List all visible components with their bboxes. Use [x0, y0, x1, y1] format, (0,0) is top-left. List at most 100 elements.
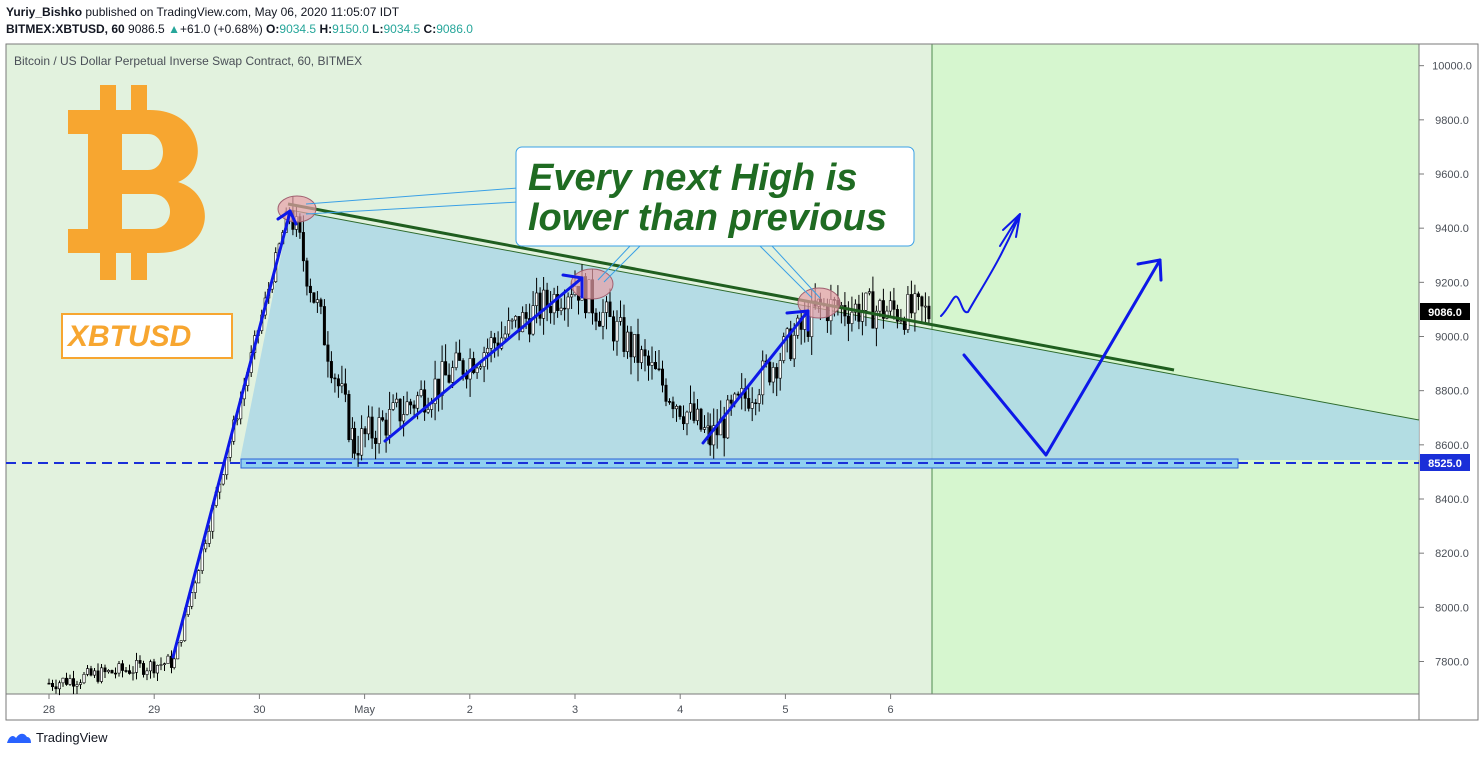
candle-body [646, 355, 650, 366]
candle-body [678, 406, 682, 417]
candle-body [489, 337, 493, 349]
candle-body [611, 316, 615, 342]
candle-body [207, 530, 211, 544]
candle-body [451, 367, 455, 383]
x-tick-label: 4 [677, 704, 683, 716]
candle-body [50, 683, 54, 688]
candle-body [124, 670, 128, 672]
candle-body [475, 367, 479, 373]
candle-body [454, 352, 458, 368]
candle-body [850, 311, 854, 324]
x-tick-label: 6 [888, 704, 894, 716]
candle-body [899, 320, 903, 322]
current-price-tag [1420, 303, 1470, 320]
high-label: H: [319, 22, 333, 36]
arrow-rise-1-head [561, 273, 584, 299]
candle-body [433, 378, 437, 404]
open-label: O: [266, 22, 280, 36]
scenario-v-arrow [962, 258, 1162, 457]
arrow-rise-2 [701, 309, 810, 445]
y-tick-label: 8400.0 [1435, 494, 1469, 506]
candle-body [367, 416, 371, 435]
candle-body [695, 408, 699, 421]
candle-body [667, 401, 671, 403]
candle-body [920, 296, 924, 307]
candle-body [874, 310, 878, 329]
candle-body [618, 317, 622, 322]
descending-trendline [287, 202, 1175, 372]
candle-body [892, 300, 896, 310]
candle-body [639, 349, 643, 363]
callout-box [515, 146, 915, 247]
current-price-label: 9086.0 [1428, 307, 1462, 319]
candle-body [768, 361, 772, 383]
candle-body [913, 293, 917, 314]
candle-body [906, 294, 910, 330]
tradingview-footer[interactable]: TradingView [6, 730, 108, 745]
candle-body [722, 418, 726, 439]
candle-body [61, 677, 65, 684]
candle-body [867, 291, 871, 294]
change-arrow-icon: ▲ [168, 22, 180, 36]
candle-body [347, 393, 351, 440]
candle-body [685, 411, 689, 425]
high-value: 9150.0 [332, 22, 369, 36]
candle-body [688, 403, 692, 413]
candle-body [193, 582, 197, 593]
candle-body [524, 312, 528, 319]
candle-body [47, 682, 51, 685]
y-tick-label: 9000.0 [1435, 332, 1469, 344]
y-tick-label: 8000.0 [1435, 602, 1469, 614]
support-price-tag [1420, 454, 1470, 471]
author-name[interactable]: Yuriy_Bishko [6, 5, 83, 19]
candle-body [871, 291, 875, 329]
candle-body [315, 299, 319, 303]
candle-body [729, 399, 733, 404]
candle-body [846, 315, 850, 324]
candle-body [461, 360, 465, 375]
close-label: C: [423, 22, 437, 36]
close-value: 9086.0 [436, 22, 473, 36]
candle-body [622, 317, 626, 352]
candle-body [650, 362, 654, 366]
candle-body [458, 352, 462, 361]
candle-body [72, 678, 76, 687]
candle-body [117, 663, 121, 674]
candle-body [881, 300, 885, 319]
candle-body [643, 349, 647, 357]
candle-body [114, 672, 118, 675]
candle-body [902, 320, 906, 330]
time-axis[interactable]: 28 29 30 May 2 3 4 5 6 [43, 694, 894, 716]
candle-body [65, 677, 69, 685]
candle-body [542, 289, 546, 319]
candle-body [110, 670, 114, 674]
candle-body [601, 312, 605, 327]
candle-body [96, 670, 100, 682]
y-tick-label: 9200.0 [1435, 277, 1469, 289]
candle-body [159, 664, 163, 666]
candle-body [340, 383, 344, 387]
candle-body [172, 658, 176, 668]
candle-body [653, 362, 657, 370]
symbol-info: BITMEX:XBTUSD, 60 9086.5 ▲+61.0 (+0.68%)… [6, 22, 473, 36]
x-tick-label: May [354, 704, 375, 716]
candle-body [615, 321, 619, 342]
scenario-v-arrow-head [1136, 258, 1163, 282]
candle-body [423, 389, 427, 413]
candle-body [636, 334, 640, 363]
candle-body [333, 377, 337, 380]
y-tick-label: 8600.0 [1435, 440, 1469, 452]
candle-body [778, 360, 782, 379]
high-marker-2 [570, 268, 614, 300]
candle-body [395, 398, 399, 403]
candle-body [503, 333, 507, 339]
arrow-rise-1 [383, 276, 584, 443]
candle-body [360, 428, 364, 456]
candle-body [221, 474, 225, 485]
price-axis[interactable]: 10000.0 9800.0 9600.0 9400.0 9200.0 9000.0 880… [1419, 61, 1472, 669]
candle-body [864, 292, 868, 311]
candle-body [131, 672, 135, 674]
candle-body [398, 398, 402, 422]
candle-body [507, 320, 511, 335]
